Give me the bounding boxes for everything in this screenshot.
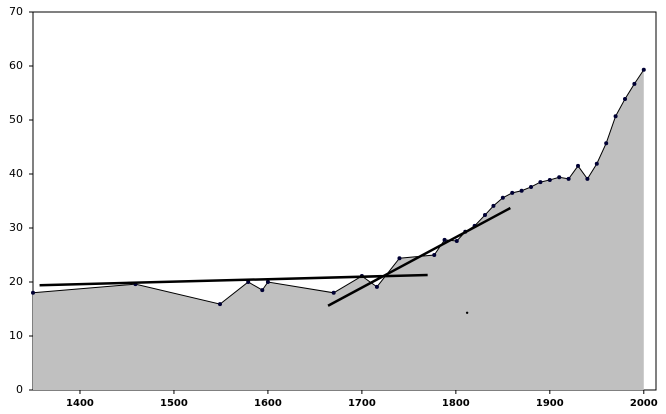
point [632,81,637,86]
y-tick-label: 60 [9,59,23,72]
x-tick-label: 1900 [536,398,564,409]
point [594,161,599,166]
point [576,163,581,168]
point [529,184,534,189]
point [613,114,618,119]
point [641,67,646,72]
point [265,280,270,284]
x-tick-label: 1600 [254,398,282,409]
marker [465,311,469,314]
trend-line [39,273,428,287]
point [519,188,524,193]
point [432,253,437,257]
y-tick-label: 70 [9,5,23,18]
x-tick-label: 1500 [160,398,188,409]
point [454,238,459,243]
y-tick-label: 30 [9,221,23,234]
point [538,180,543,185]
point [557,175,562,180]
point [374,284,379,289]
area [33,69,644,390]
trend-line [327,206,511,307]
point [500,195,505,200]
point [622,96,627,101]
y-tick-label: 40 [9,167,23,180]
point [31,290,35,295]
point [217,302,222,307]
point [397,256,402,261]
point [547,177,552,182]
point [604,141,609,146]
point [482,213,487,218]
point [491,203,496,208]
y-tick-label: 10 [9,329,23,342]
point [566,176,571,181]
y-tick-label: 20 [9,275,23,288]
point [331,290,336,295]
x-tick-label: 1400 [66,398,94,409]
y-tick-label: 0 [16,383,23,396]
x-tick-label: 2000 [630,398,658,409]
point [585,176,590,181]
point [510,190,515,195]
point [442,237,447,242]
x-tick-label: 1700 [348,398,376,409]
x-tick-label: 1800 [442,398,470,409]
y-tick-label: 50 [9,113,23,126]
point [260,288,265,293]
